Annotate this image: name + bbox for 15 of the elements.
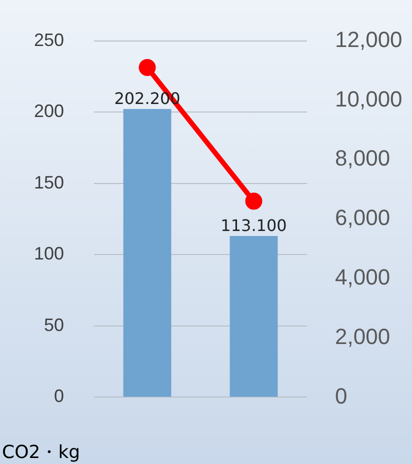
data-label: 113.100	[220, 216, 287, 236]
y-tick-label: 150	[34, 172, 64, 192]
y2-tick-label: 12,000	[335, 26, 402, 52]
y2-tick-label: 8,000	[335, 146, 390, 171]
y2-tick-label: 4,000	[335, 264, 390, 290]
y-tick-label: 50	[44, 314, 64, 335]
y2-tick-label: 6,000	[335, 205, 390, 230]
y-tick-label: 200	[34, 101, 64, 122]
y-tick-label: 250	[34, 30, 64, 50]
y-tick-label: 100	[34, 244, 64, 264]
y-tick-label: 0	[54, 386, 64, 406]
y2-tick-label: 0	[335, 383, 348, 408]
y-axis-title: CO2・kg	[2, 441, 80, 464]
y2-tick-label: 10,000	[335, 86, 402, 112]
y2-tick-label: 2,000	[335, 324, 390, 349]
